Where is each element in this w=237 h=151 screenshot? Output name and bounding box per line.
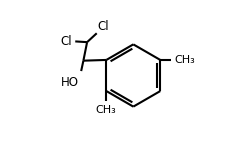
Text: CH₃: CH₃ <box>174 55 195 65</box>
Text: CH₃: CH₃ <box>95 105 116 115</box>
Text: Cl: Cl <box>97 19 109 32</box>
Text: HO: HO <box>61 76 79 88</box>
Text: Cl: Cl <box>60 35 72 48</box>
